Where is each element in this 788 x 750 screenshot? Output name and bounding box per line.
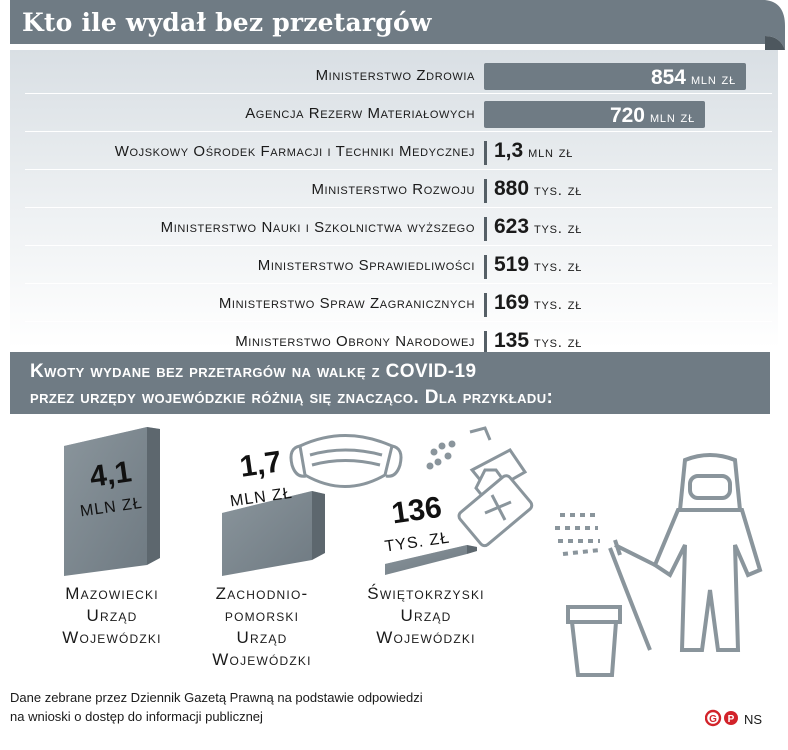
ministry-row: Agencja Rezerw Materiałowych 720 mln zł	[10, 96, 780, 132]
voivodeship-heading-line1: Kwoty wydane bez przetargów na walkę z C…	[30, 361, 477, 382]
value-bar	[484, 255, 487, 279]
ministry-chart-panel	[10, 50, 778, 348]
value-number: 519	[494, 253, 530, 276]
voivodeship-heading-band: Kwoty wydane bez przetargów na walkę z C…	[10, 352, 770, 414]
block-zachodniopomorski-value: 1,7	[238, 445, 284, 483]
value-number: 720	[609, 104, 645, 127]
block-mazowiecki	[64, 427, 160, 576]
row-separator	[25, 207, 772, 208]
block-mazowiecki-value: 4,1	[88, 455, 134, 493]
value-unit: mln zł	[523, 144, 574, 161]
row-separator	[25, 93, 772, 94]
value-label: 135 tys. zł	[494, 329, 582, 353]
value-unit: tys. zł	[529, 220, 583, 237]
row-separator	[25, 169, 772, 170]
value-unit: tys. zł	[529, 296, 583, 313]
ministry-row: Ministerstwo Sprawiedliwości 519 tys. zł	[10, 248, 780, 284]
ministry-label: Ministerstwo Obrony Narodowej	[235, 333, 475, 350]
ministry-label: Ministerstwo Zdrowia	[315, 67, 475, 84]
title-banner	[10, 0, 785, 50]
value-number: 623	[494, 215, 530, 238]
value-number: 1,3	[494, 139, 524, 162]
value-label: 169 tys. zł	[494, 291, 582, 315]
value-unit: tys. zł	[529, 334, 583, 351]
value-number: 169	[494, 291, 530, 314]
value-bar	[484, 217, 487, 241]
value-bar	[484, 179, 487, 203]
ministry-row: Ministerstwo Spraw Zagranicznych 169 tys.…	[10, 286, 780, 322]
row-separator	[25, 131, 772, 132]
voivodeship-name-line: Urząd	[86, 606, 138, 625]
value-number: 135	[494, 329, 530, 352]
voivodeship-name: Zachodnio-pomorski Urząd Wojewódzki	[172, 583, 352, 671]
hazmat-worker-icon	[555, 453, 763, 652]
svg-text:G: G	[709, 714, 717, 725]
ministry-label: Ministerstwo Spraw Zagranicznych	[218, 295, 475, 312]
ministry-label: Agencja Rezerw Materiałowych	[245, 105, 475, 122]
author-credit: NS	[744, 712, 763, 727]
publisher-logo-icon: G P	[705, 709, 738, 727]
value-label: 880 tys. zł	[494, 177, 582, 201]
source-note-line2: na wnioski o dostęp do informacji public…	[10, 709, 263, 724]
value-bar	[484, 141, 487, 165]
voivodeship-name-line: Wojewódzki	[62, 628, 162, 647]
block-swietokrzyski	[385, 545, 477, 575]
source-note: Dane zebrane przez Dziennik Gazetą Prawn…	[10, 688, 423, 726]
mask-icon	[289, 434, 403, 488]
value-number: 854	[650, 66, 686, 89]
page-title: Kto ile wydał bez przetargów	[22, 8, 432, 37]
value-label: 720 mln zł	[610, 104, 695, 128]
value-label: 519 tys. zł	[494, 253, 582, 277]
ministry-label: Ministerstwo Rozwoju	[311, 181, 475, 198]
ministry-row: Ministerstwo Obrony Narodowej 135 tys. zł	[10, 324, 780, 360]
voivodeship-heading-line2: przez urzędy wojewódzkie różnią się znac…	[30, 387, 554, 408]
value-label: 1,3 mln zł	[494, 139, 573, 163]
ministry-row: Wojskowy Ośrodek Farmacji i Techniki Med…	[10, 134, 780, 170]
value-bar	[484, 331, 487, 355]
value-label: 623 tys. zł	[494, 215, 582, 239]
value-number: 880	[494, 177, 530, 200]
svg-text:P: P	[728, 714, 735, 725]
ministry-label: Ministerstwo Nauki i Szkolnictwa wyższeg…	[160, 219, 475, 236]
value-unit: tys. zł	[529, 258, 583, 275]
value-bar	[484, 293, 487, 317]
ministry-label: Ministerstwo Sprawiedliwości	[257, 257, 475, 274]
value-bar: 854 mln zł	[484, 63, 746, 90]
voivodeship-name-line: Urząd	[400, 606, 452, 625]
ministry-row: Ministerstwo Rozwoju 880 tys. zł	[10, 172, 780, 208]
voivodeship-name-line: Zachodnio-	[215, 584, 309, 603]
voivodeship-name-line: Świętokrzyski	[367, 584, 485, 603]
spray-bottle-icon	[426, 426, 534, 548]
value-unit: mln zł	[645, 109, 695, 126]
value-label: 854 mln zł	[651, 66, 736, 90]
voivodeship-name-line: pomorski	[224, 606, 300, 625]
value-bar: 720 mln zł	[484, 101, 705, 128]
ministry-row: Ministerstwo Zdrowia 854 mln zł	[10, 58, 780, 94]
voivodeship-name-line: Mazowiecki	[65, 584, 159, 603]
row-separator	[25, 245, 772, 246]
ministry-row: Ministerstwo Nauki i Szkolnictwa wyższeg…	[10, 210, 780, 246]
ministry-label: Wojskowy Ośrodek Farmacji i Techniki Med…	[114, 143, 475, 160]
voivodeship-name: Świętokrzyski Urząd Wojewódzki	[336, 583, 516, 649]
value-unit: mln zł	[686, 71, 736, 88]
bucket-icon	[566, 605, 622, 677]
block-swietokrzyski-value: 136	[390, 491, 444, 531]
row-separator	[25, 321, 772, 322]
voivodeship-name-line: Wojewódzki	[212, 650, 312, 669]
value-unit: tys. zł	[529, 182, 583, 199]
source-note-line1: Dane zebrane przez Dziennik Gazetą Prawn…	[10, 690, 423, 705]
voivodeship-name-line: Wojewódzki	[376, 628, 476, 647]
block-zachodniopomorski	[222, 491, 325, 576]
voivodeship-illustration: 4,1 MLN ZŁ 1,7 MLN ZŁ 136 TYS. ZŁ	[64, 426, 763, 677]
row-separator	[25, 283, 772, 284]
voivodeship-heading: Kwoty wydane bez przetargów na walkę z C…	[30, 359, 553, 411]
voivodeship-name-line: Urząd	[236, 628, 288, 647]
voivodeship-name: Mazowiecki Urząd Wojewódzki	[22, 583, 202, 649]
